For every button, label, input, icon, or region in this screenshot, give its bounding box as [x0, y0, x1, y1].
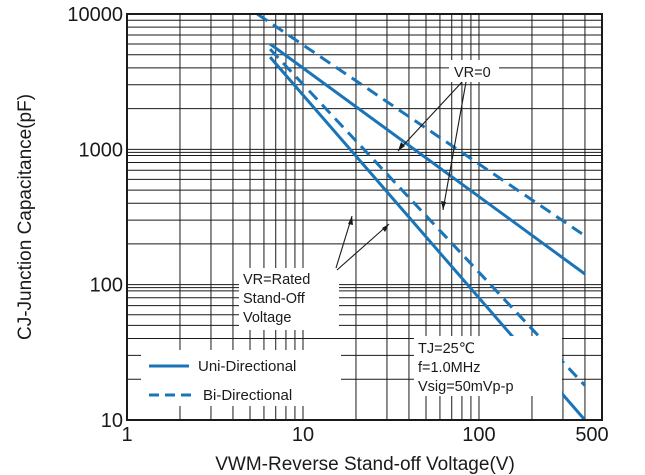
x-tick-label: 100	[462, 424, 495, 446]
arrow-vr-zero-2	[442, 81, 467, 211]
x-tick-label: 1	[121, 424, 132, 446]
x-axis-title: VWM-Reverse Stand-off Voltage(V)	[215, 454, 515, 475]
legend-label-uni: Uni-Directional	[198, 358, 296, 375]
arrow-head-rated-1	[348, 216, 353, 225]
arrow-head-vr-zero-1	[398, 142, 405, 151]
annotation-rated-line2: Stand-Off	[243, 291, 306, 307]
annotation-rated-line3: Voltage	[243, 310, 291, 326]
plot-frame	[126, 13, 603, 421]
y-axis-title: CJ-Junction Capacitance(pF)	[15, 94, 36, 340]
x-tick-labels: 1 10 100 500	[121, 424, 608, 446]
annotation-rated-line1: VR=Rated	[243, 272, 310, 288]
y-tick-label: 1000	[79, 139, 124, 161]
condition-tj: TJ=25℃	[418, 341, 475, 357]
annotation-vr-zero: VR=0	[397, 60, 499, 211]
uni-directional-line	[269, 42, 586, 276]
arrow-head-vr-zero-2	[441, 201, 446, 210]
bi-directional-line	[269, 48, 586, 387]
arrow-vr-zero-1	[397, 81, 463, 152]
y-tick-label: 10000	[67, 4, 123, 26]
legend-label-bi: Bi-Directional	[203, 387, 292, 404]
y-tick-label: 100	[90, 275, 123, 297]
arrow-rated-2	[336, 223, 390, 271]
x-tick-label: 10	[292, 424, 314, 446]
y-tick-labels: 10 100 1000 10000	[67, 4, 123, 432]
y-tick-label: 10	[101, 410, 123, 432]
x-tick-label: 500	[575, 424, 608, 446]
arrow-rated-1	[335, 215, 353, 269]
annotation-vr-zero-text: VR=0	[454, 65, 491, 81]
arrow-head-rated-2	[382, 224, 389, 232]
test-conditions: TJ=25℃ f=1.0MHz Vsig=50mVp-p	[414, 336, 562, 396]
annotation-vr-rated: VR=Rated Stand-Off Voltage	[239, 215, 390, 330]
bi-directional-line	[256, 12, 586, 237]
legend: Uni-Directional Bi-Directional	[141, 350, 341, 406]
condition-vsig: Vsig=50mVp-p	[418, 379, 514, 395]
condition-freq: f=1.0MHz	[418, 360, 480, 376]
